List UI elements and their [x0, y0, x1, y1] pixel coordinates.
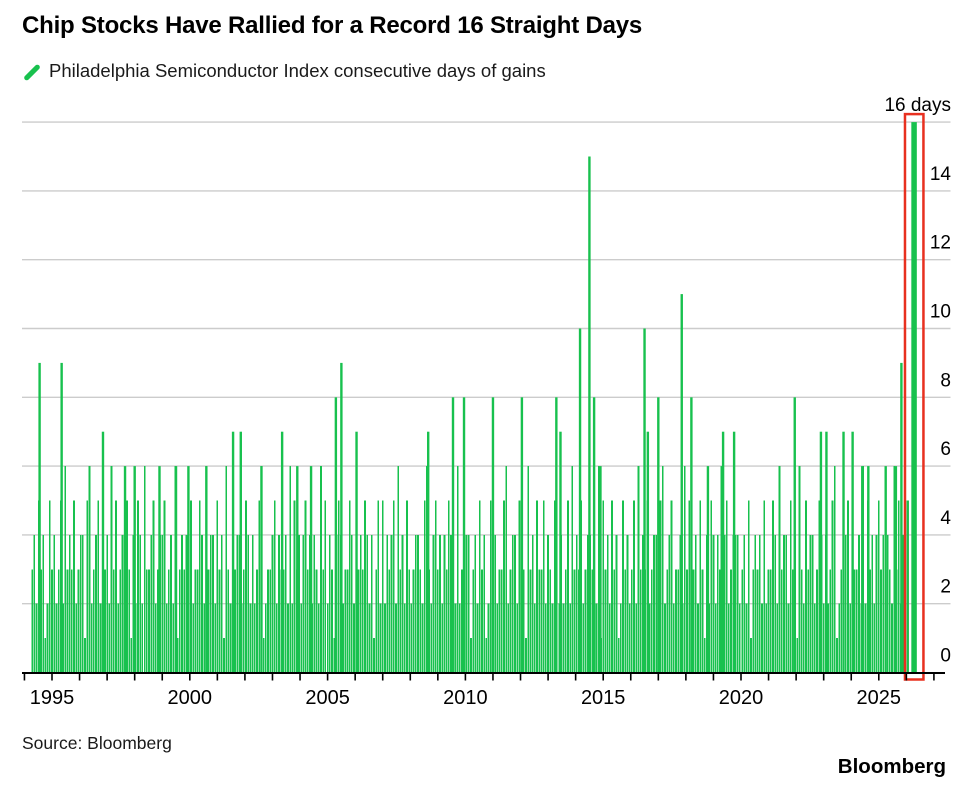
y-axis-labels: 0 2 4 6 8 10 12 14 16 days [884, 95, 951, 666]
legend: Philadelphia Semiconductor Index consecu… [22, 59, 546, 83]
record-highlight-box [903, 112, 925, 681]
y-tick-label: 6 [940, 439, 951, 460]
peak-bars [38, 156, 909, 673]
x-tick-label: 2015 [581, 687, 626, 709]
y-tick-label: 12 [930, 233, 951, 254]
x-tick-label: 1995 [30, 687, 75, 709]
y-tick-label: 4 [940, 508, 951, 529]
y-tick-label: 16 days [884, 95, 951, 116]
x-tick-label: 2000 [168, 687, 213, 709]
x-tick-label: 2010 [443, 687, 488, 709]
x-tick-label: 2020 [719, 687, 764, 709]
y-tick-label: 2 [940, 577, 951, 598]
y-tick-label: 0 [940, 646, 951, 667]
chart-title: Chip Stocks Have Rallied for a Record 16… [22, 12, 643, 39]
legend-label: Philadelphia Semiconductor Index consecu… [49, 60, 546, 81]
y-tick-label: 10 [930, 302, 951, 323]
x-tick-label: 2025 [857, 687, 902, 709]
y-tick-label: 14 [930, 164, 952, 185]
source-note: Source: Bloomberg [22, 733, 172, 753]
gridlines [22, 121, 951, 605]
streak-bars [31, 466, 907, 673]
x-axis: 1995 2000 2005 2010 2015 2020 2025 [22, 672, 945, 709]
bloomberg-logo: Bloomberg [837, 755, 946, 778]
x-tick-label: 2005 [305, 687, 350, 709]
record-streak-bar [911, 122, 917, 673]
y-tick-label: 8 [940, 370, 951, 391]
